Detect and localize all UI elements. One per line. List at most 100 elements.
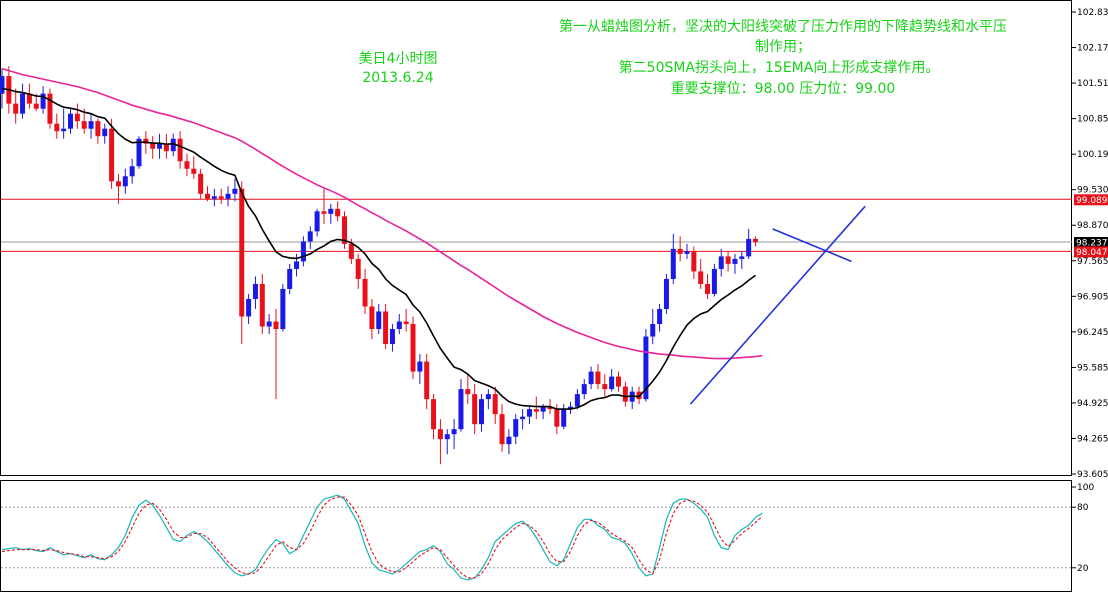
candle-body bbox=[218, 196, 224, 199]
candle-body bbox=[451, 429, 457, 435]
candle bbox=[273, 308, 279, 400]
candle-body bbox=[170, 138, 176, 152]
candle bbox=[705, 273, 711, 299]
candle-body bbox=[677, 248, 683, 254]
candle bbox=[170, 133, 176, 157]
candle-body bbox=[513, 419, 519, 437]
candle-body bbox=[335, 208, 341, 217]
candle-body bbox=[622, 386, 628, 402]
y-tick-label: 100.190 bbox=[1077, 150, 1108, 160]
candle bbox=[622, 381, 628, 407]
candle bbox=[20, 83, 26, 119]
candle-body bbox=[383, 311, 389, 345]
candle-body bbox=[54, 123, 60, 132]
candle-body bbox=[13, 103, 19, 114]
candle bbox=[568, 401, 574, 415]
candle bbox=[225, 186, 231, 207]
candle bbox=[663, 273, 669, 314]
candle-body bbox=[122, 176, 128, 187]
annotation-line-4: 重要支撑位：98.00 压力位：99.00 bbox=[671, 81, 896, 97]
trendline bbox=[689, 205, 866, 405]
candle bbox=[472, 384, 478, 435]
candle-body bbox=[506, 436, 512, 445]
y-tick-label: 101.510 bbox=[1077, 79, 1108, 89]
candle bbox=[588, 366, 594, 390]
candle-body bbox=[424, 361, 430, 400]
candle bbox=[389, 324, 395, 352]
candle bbox=[95, 118, 101, 144]
candle bbox=[335, 201, 341, 222]
candle-body bbox=[431, 399, 437, 430]
candle bbox=[61, 108, 67, 139]
oscillator-main-line bbox=[1, 494, 763, 581]
candle bbox=[47, 88, 53, 129]
candle bbox=[198, 168, 204, 199]
candle bbox=[506, 429, 512, 455]
candle-body bbox=[444, 434, 450, 440]
candle bbox=[753, 236, 758, 247]
candle bbox=[431, 394, 437, 440]
candle bbox=[211, 188, 217, 207]
candle bbox=[533, 396, 539, 420]
candle bbox=[246, 293, 252, 325]
candle-body bbox=[657, 308, 663, 325]
price-tag-label: 98.047 bbox=[1076, 248, 1108, 258]
candle bbox=[383, 303, 389, 350]
candle bbox=[239, 181, 245, 345]
candle bbox=[581, 379, 587, 400]
oscillator-tick-label: 80 bbox=[1077, 503, 1089, 513]
candle bbox=[259, 273, 265, 335]
candle bbox=[657, 303, 663, 332]
candle-body bbox=[670, 248, 676, 279]
candle-body bbox=[465, 389, 471, 395]
candle-body bbox=[739, 256, 745, 259]
candle bbox=[424, 354, 430, 410]
candle bbox=[396, 313, 402, 335]
candle bbox=[732, 253, 738, 274]
candle-body bbox=[47, 93, 53, 124]
candle-body bbox=[711, 268, 717, 294]
candle-body bbox=[410, 324, 416, 372]
candle-body bbox=[0, 76, 5, 94]
candle-body bbox=[746, 238, 752, 257]
candle-body bbox=[321, 211, 327, 214]
candle-body bbox=[115, 181, 121, 187]
candle bbox=[485, 389, 491, 410]
candle-body bbox=[718, 256, 724, 269]
candle bbox=[602, 374, 608, 397]
candle bbox=[410, 316, 416, 380]
annotation-line-1: 第一从蜡烛图分析，坚决的大阳线突破了压力作用的下降趋势线和水平压 bbox=[559, 18, 1007, 35]
candle bbox=[725, 251, 731, 272]
candle bbox=[711, 263, 717, 297]
candle-body bbox=[95, 121, 101, 137]
chart-subtitle: 美日4小时图 bbox=[359, 51, 438, 67]
candle bbox=[417, 354, 423, 385]
candle-body bbox=[177, 138, 183, 162]
candle bbox=[314, 208, 320, 237]
candle bbox=[13, 88, 19, 124]
oscillator-tick-label: 20 bbox=[1077, 564, 1089, 574]
candle-body bbox=[88, 121, 94, 129]
candle bbox=[26, 83, 32, 109]
candle-body bbox=[273, 321, 279, 330]
candle-body bbox=[520, 416, 526, 420]
y-tick-label: 96.245 bbox=[1077, 328, 1108, 338]
candle bbox=[465, 374, 471, 405]
price-tag bbox=[1074, 246, 1108, 258]
candle-body bbox=[753, 238, 758, 242]
candle-body bbox=[403, 321, 409, 325]
candle-body bbox=[389, 329, 395, 345]
candle bbox=[355, 253, 361, 289]
candle bbox=[321, 188, 327, 224]
candle bbox=[650, 308, 656, 345]
candle-body bbox=[40, 93, 46, 109]
candle-body bbox=[581, 384, 587, 395]
candle-body bbox=[280, 288, 286, 330]
candle-body bbox=[294, 261, 300, 269]
y-tick-label: 102.170 bbox=[1077, 44, 1108, 54]
candle-body bbox=[574, 394, 580, 407]
candle bbox=[479, 394, 484, 432]
candle-body bbox=[698, 271, 704, 284]
candle-body bbox=[588, 371, 594, 385]
candle bbox=[451, 419, 457, 450]
